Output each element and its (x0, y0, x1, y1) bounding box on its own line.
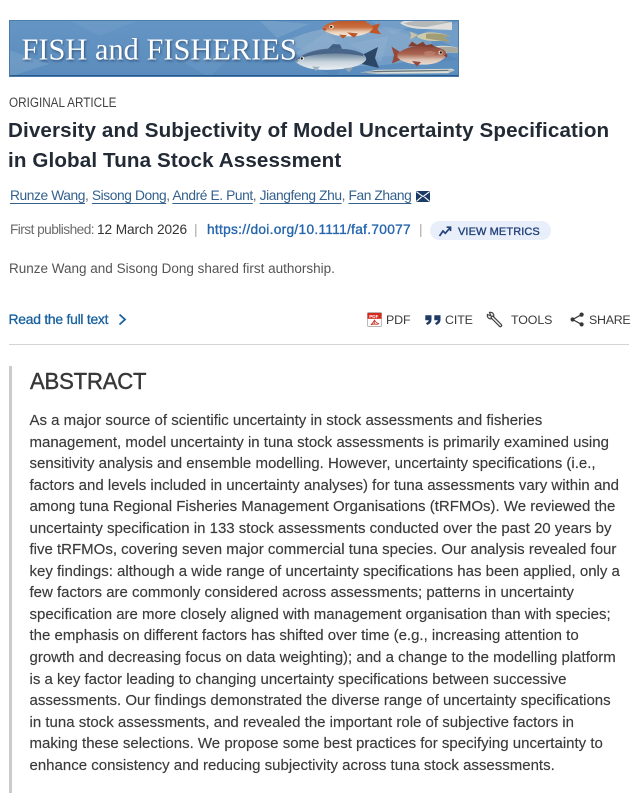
svg-text:FISH and FISHERIES: FISH and FISHERIES (22, 33, 297, 67)
svg-text:PDF: PDF (369, 314, 378, 319)
